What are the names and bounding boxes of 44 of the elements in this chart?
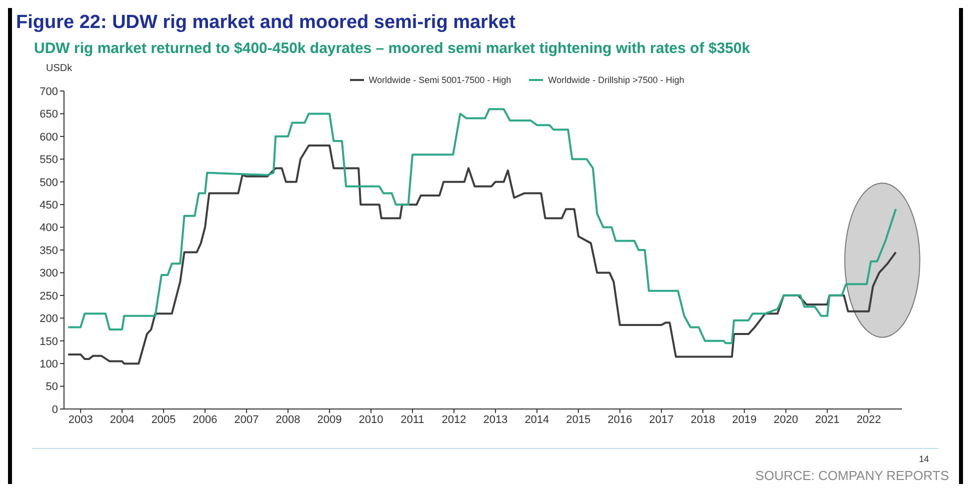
x-tick-label: 2005 — [151, 414, 176, 426]
x-tick-label: 2010 — [358, 414, 384, 426]
y-tick-label: 250 — [40, 290, 58, 302]
x-tick-label: 2021 — [815, 414, 840, 426]
x-tick-label: 2006 — [192, 414, 218, 426]
x-tick-label: 2003 — [68, 414, 93, 426]
x-tick-label: 2022 — [856, 414, 882, 426]
y-tick-label: 350 — [40, 244, 58, 257]
y-tick-label: 0 — [52, 404, 58, 416]
x-tick-label: 2017 — [649, 414, 674, 426]
x-tick-label: 2009 — [317, 414, 342, 426]
x-tick-label: 2012 — [442, 414, 466, 426]
x-tick-label: 2008 — [276, 414, 300, 426]
y-tick-label: 300 — [40, 268, 58, 280]
line-series — [67, 144, 897, 365]
y-tick-label: 600 — [40, 131, 58, 144]
y-tick-label: 50 — [46, 381, 58, 394]
legend-label: Worldwide - Drillship >7500 - High — [547, 75, 684, 85]
y-tick-label: 100 — [40, 358, 58, 370]
y-tick-label: 200 — [40, 313, 58, 326]
y-tick-label: 700 — [40, 86, 58, 98]
line-series — [67, 108, 897, 344]
x-tick-label: 2013 — [483, 414, 508, 426]
text: 14 — [918, 454, 929, 464]
x-tick-label: 2015 — [566, 414, 591, 426]
x-tick-label: 2019 — [732, 414, 757, 426]
x-tick-label: 2020 — [774, 414, 798, 426]
chart-subtitle: UDW rig market returned to $400-450k dayrates – moored semi market tightening with rates of $350k — [33, 39, 752, 57]
x-tick-label: 2011 — [400, 414, 424, 426]
x-tick-label: 2016 — [608, 414, 632, 426]
x-tick-label: 2004 — [110, 414, 134, 426]
legend-label: Worldwide - Semi 5001-7500 - High — [368, 75, 512, 85]
x-tick-label: 2007 — [234, 414, 259, 426]
y-tick-label: 650 — [40, 108, 58, 121]
y-tick-label: 400 — [40, 222, 58, 234]
x-tick-label: 2014 — [524, 414, 550, 426]
y-tick-label: 500 — [40, 176, 58, 189]
chart-title: Figure 22: UDW rig market and moored semi-rig market — [15, 11, 516, 34]
y-tick-label: 450 — [40, 199, 58, 212]
x-tick-label: 2018 — [690, 414, 716, 426]
y-tick-label: 150 — [40, 336, 58, 348]
y-tick-label: 550 — [40, 154, 58, 166]
y-axis-title: USDk — [45, 62, 74, 75]
source-note: SOURCE: COMPANY REPORTS — [755, 468, 949, 483]
